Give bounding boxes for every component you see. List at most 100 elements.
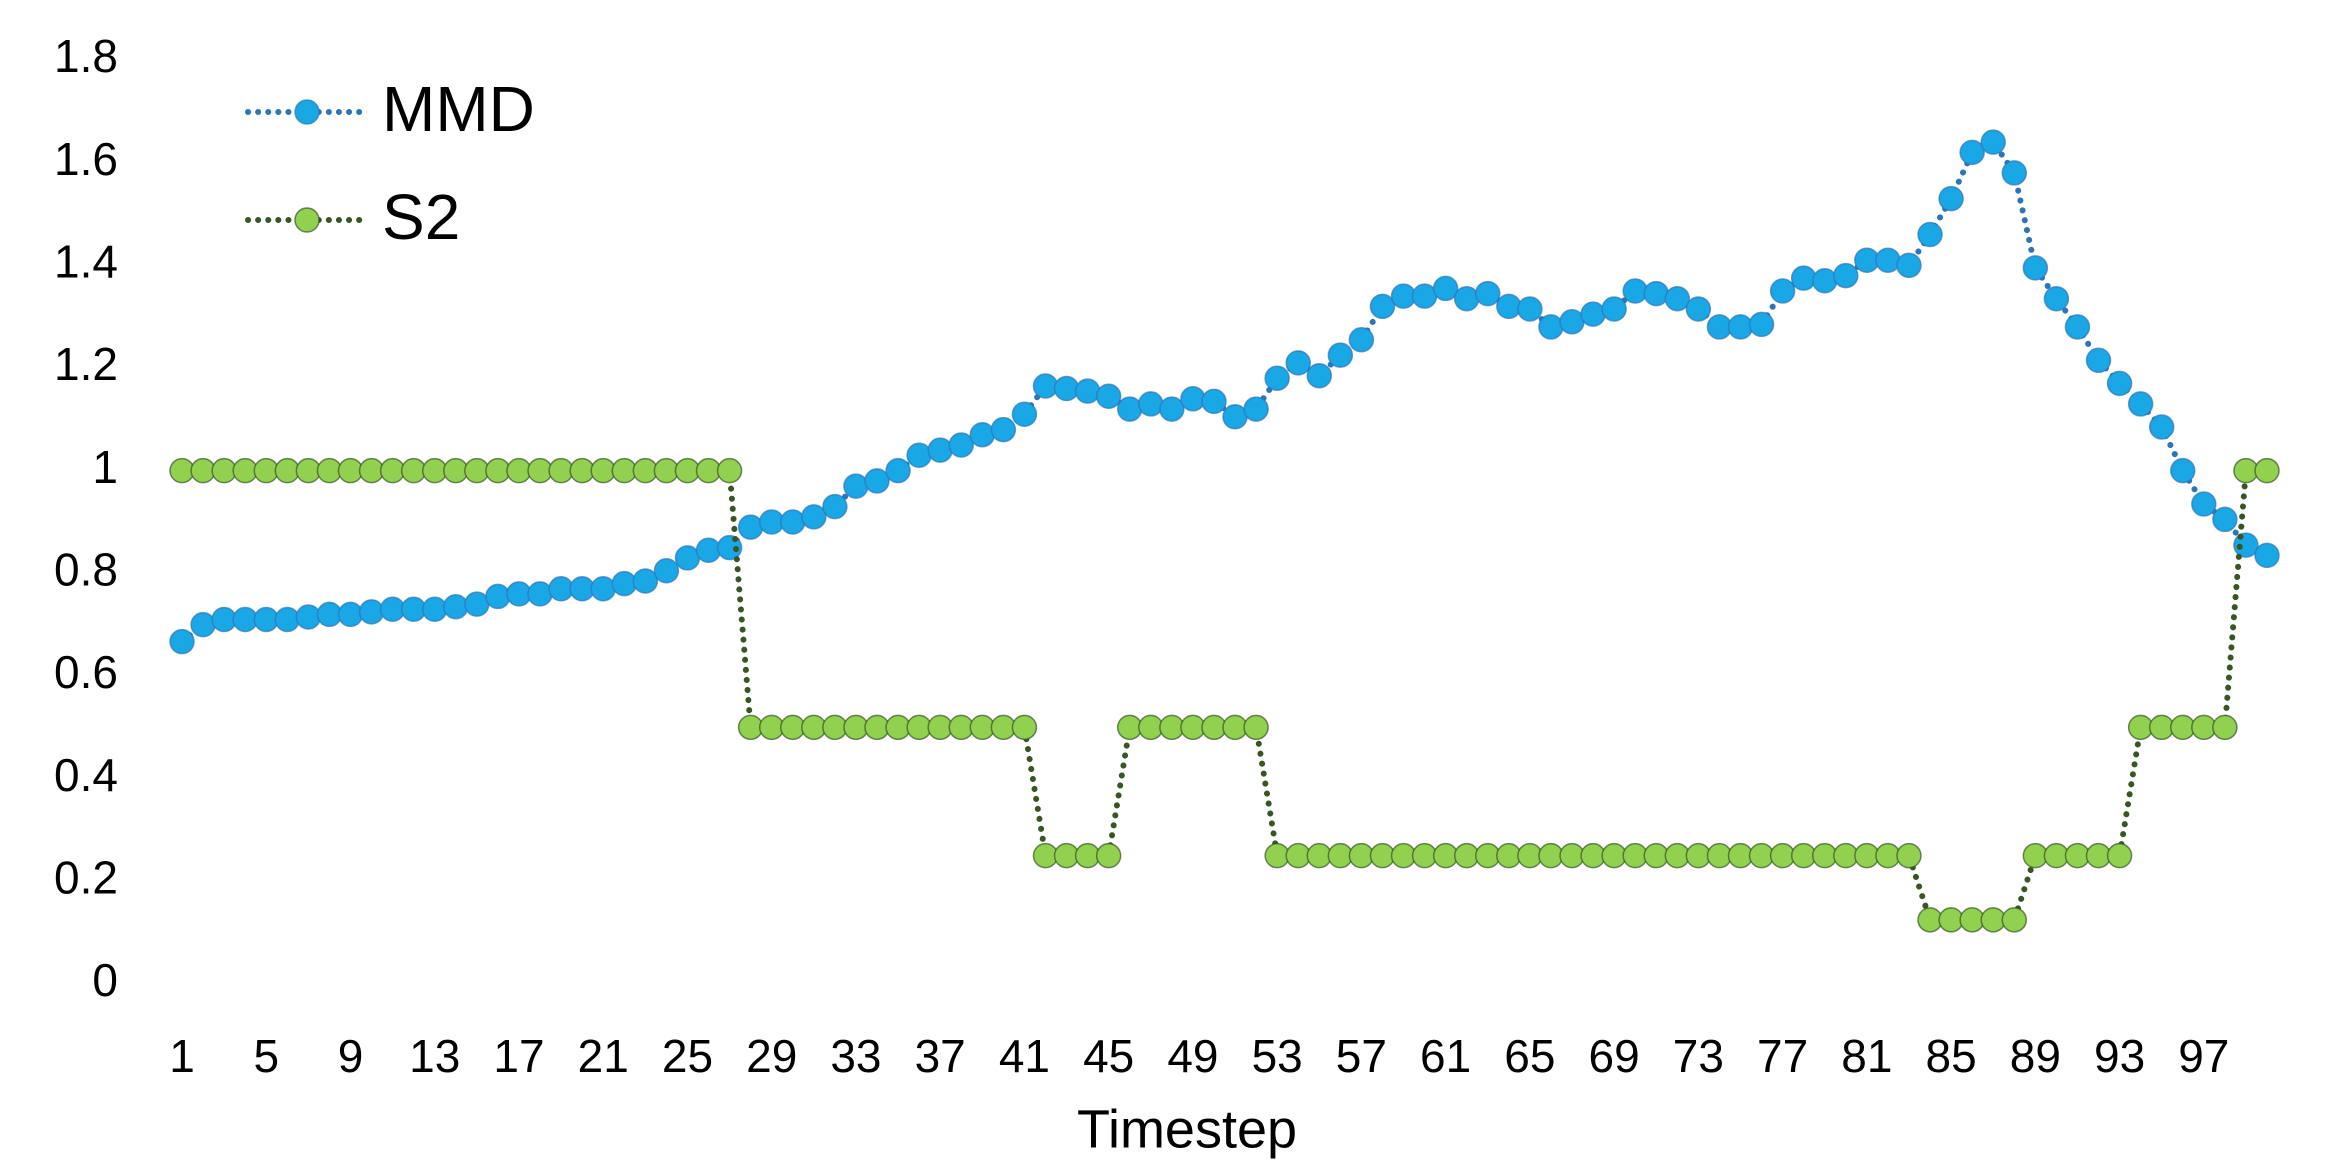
series-line xyxy=(179,467,2270,923)
x-tick-label: 57 xyxy=(1336,1030,1387,1082)
data-point xyxy=(948,432,974,458)
x-tick-label: 33 xyxy=(830,1030,881,1082)
data-point xyxy=(2106,842,2133,869)
data-point xyxy=(611,570,638,597)
x-tick-label: 85 xyxy=(1926,1030,1977,1082)
y-tick-label: 0.4 xyxy=(54,749,118,801)
data-point xyxy=(1053,375,1080,402)
data-point xyxy=(2001,160,2028,186)
data-point xyxy=(1748,311,1775,338)
data-point xyxy=(1180,386,1206,412)
data-point xyxy=(1917,221,1943,248)
data-point xyxy=(1327,342,1354,368)
data-point xyxy=(2085,347,2112,374)
x-tick-label: 41 xyxy=(999,1030,1050,1082)
x-tick-label: 5 xyxy=(253,1030,279,1082)
series xyxy=(169,457,2280,933)
x-tick-label: 45 xyxy=(1083,1030,1134,1082)
data-point xyxy=(1980,129,2006,155)
data-point xyxy=(843,473,869,499)
x-tick-label: 61 xyxy=(1420,1030,1471,1082)
data-point xyxy=(2043,285,2070,312)
data-point xyxy=(2127,391,2154,417)
data-point xyxy=(2212,714,2238,741)
data-point xyxy=(1453,285,1480,312)
legend-label: S2 xyxy=(382,181,460,253)
data-point xyxy=(2170,457,2196,484)
data-point xyxy=(1601,296,1627,322)
x-tick-label: 17 xyxy=(493,1030,544,1082)
data-point xyxy=(2106,370,2133,397)
data-point xyxy=(2212,506,2238,533)
data-point xyxy=(801,504,827,530)
data-point xyxy=(1664,285,1691,312)
x-tick-label: 65 xyxy=(1504,1030,1555,1082)
data-point xyxy=(1201,388,1227,415)
x-tick-label: 9 xyxy=(338,1030,364,1082)
data-point xyxy=(822,493,848,520)
legend-marker xyxy=(294,99,320,125)
data-point xyxy=(1727,314,1754,340)
data-point xyxy=(1790,265,1817,291)
data-point xyxy=(653,558,680,584)
data-point xyxy=(1875,247,1901,273)
data-point xyxy=(2254,542,2280,569)
x-tick-label: 69 xyxy=(1589,1030,1640,1082)
data-point xyxy=(2022,255,2049,281)
x-tick-label: 25 xyxy=(662,1030,713,1082)
x-tick-label: 1 xyxy=(169,1030,195,1082)
data-point xyxy=(906,442,932,469)
x-tick-label: 81 xyxy=(1841,1030,1892,1082)
data-point xyxy=(1833,262,1859,289)
x-tick-label: 21 xyxy=(578,1030,629,1082)
data-point xyxy=(1538,314,1564,340)
data-point xyxy=(1138,391,1164,417)
data-point xyxy=(2001,907,2028,933)
series xyxy=(169,129,2280,655)
data-point xyxy=(1432,275,1459,302)
data-point xyxy=(632,568,659,594)
data-point xyxy=(1369,293,1396,320)
y-tick-label: 1.4 xyxy=(54,235,118,287)
data-point xyxy=(421,596,448,623)
data-point xyxy=(1685,296,1712,322)
data-point xyxy=(190,611,216,638)
data-point xyxy=(1580,301,1606,327)
data-point xyxy=(1285,350,1311,376)
series-line xyxy=(179,138,2270,645)
data-point xyxy=(885,457,911,484)
data-point xyxy=(1622,278,1648,304)
data-point xyxy=(780,509,806,535)
x-tick-label: 77 xyxy=(1757,1030,1808,1082)
data-point xyxy=(358,599,385,625)
data-point xyxy=(2148,414,2175,440)
data-point xyxy=(1159,396,1185,422)
x-tick-label: 53 xyxy=(1252,1030,1303,1082)
y-tick-label: 1 xyxy=(92,441,118,493)
data-point xyxy=(1306,362,1333,389)
legend-marker xyxy=(294,207,320,233)
data-point xyxy=(927,437,953,463)
y-tick-label: 1.6 xyxy=(54,133,118,185)
x-tick-label: 13 xyxy=(409,1030,460,1082)
data-point xyxy=(1938,185,1964,212)
x-tick-label: 73 xyxy=(1673,1030,1724,1082)
data-point xyxy=(1011,714,1038,741)
data-point xyxy=(1243,714,1269,741)
x-tick-label: 93 xyxy=(2094,1030,2145,1082)
y-tick-label: 1.8 xyxy=(54,30,118,82)
data-point xyxy=(295,604,322,630)
data-point xyxy=(2191,491,2217,517)
x-tick-label: 49 xyxy=(1167,1030,1218,1082)
legend-label: MMD xyxy=(382,73,535,145)
x-tick-label: 29 xyxy=(746,1030,797,1082)
x-tick-label: 89 xyxy=(2010,1030,2061,1082)
data-point xyxy=(737,514,764,540)
data-point xyxy=(443,593,469,620)
data-point xyxy=(1811,267,1838,294)
x-tick-label: 97 xyxy=(2178,1030,2229,1082)
data-point xyxy=(969,421,996,448)
data-point xyxy=(1116,396,1143,422)
data-point xyxy=(1011,401,1038,427)
